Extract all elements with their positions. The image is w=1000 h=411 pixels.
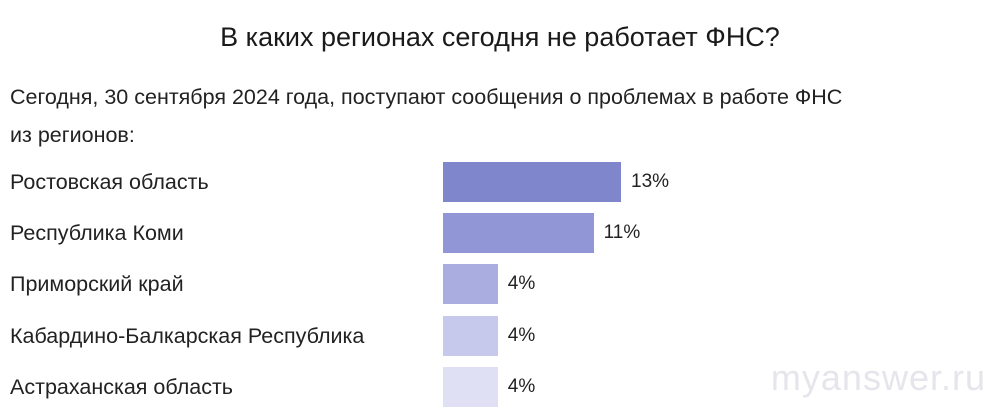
value-label: 13% xyxy=(631,171,670,192)
bar xyxy=(443,264,498,305)
category-label: Ростовская область xyxy=(10,170,209,194)
intro-line-1: Сегодня, 30 сентября 2024 года, поступаю… xyxy=(10,85,843,109)
intro-text: Сегодня, 30 сентября 2024 года, поступаю… xyxy=(10,78,1000,154)
page-title: В каких регионах сегодня не работает ФНС… xyxy=(220,22,780,52)
category-label: Астраханская область xyxy=(10,374,233,399)
value-label: 4% xyxy=(507,324,536,346)
bar xyxy=(443,315,498,356)
value-label: 4% xyxy=(507,375,536,397)
watermark: myanswer.ru xyxy=(770,357,986,398)
category-label: Приморский край xyxy=(10,272,184,297)
bar xyxy=(443,366,498,407)
value-label: 11% xyxy=(603,222,641,244)
bar xyxy=(443,162,621,202)
category-label: Кабардино-Балкарская Республика xyxy=(10,323,365,348)
intro-line-2: из регионов: xyxy=(10,123,135,147)
value-label: 4% xyxy=(507,273,536,295)
bar xyxy=(443,213,594,254)
category-label: Республика Коми xyxy=(10,221,184,246)
